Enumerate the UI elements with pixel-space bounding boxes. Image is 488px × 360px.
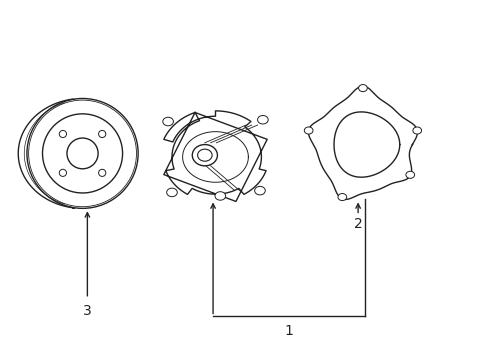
Polygon shape <box>333 112 399 177</box>
Ellipse shape <box>42 114 122 193</box>
Ellipse shape <box>197 149 212 161</box>
Ellipse shape <box>358 85 366 92</box>
Ellipse shape <box>412 127 421 134</box>
Text: 2: 2 <box>353 217 362 231</box>
Ellipse shape <box>192 145 217 166</box>
Ellipse shape <box>166 188 177 197</box>
Polygon shape <box>163 111 266 202</box>
Polygon shape <box>308 86 417 199</box>
Polygon shape <box>182 132 248 182</box>
Ellipse shape <box>257 116 267 124</box>
Ellipse shape <box>304 127 312 134</box>
Ellipse shape <box>337 194 346 201</box>
Ellipse shape <box>99 169 105 176</box>
Ellipse shape <box>215 192 225 200</box>
Text: 3: 3 <box>83 304 92 318</box>
Text: 1: 1 <box>284 324 293 338</box>
Ellipse shape <box>254 186 265 195</box>
Ellipse shape <box>59 169 66 176</box>
Ellipse shape <box>27 99 138 208</box>
Ellipse shape <box>405 171 414 178</box>
Ellipse shape <box>67 138 98 169</box>
Ellipse shape <box>59 130 66 138</box>
Ellipse shape <box>163 117 173 126</box>
Ellipse shape <box>99 130 105 138</box>
